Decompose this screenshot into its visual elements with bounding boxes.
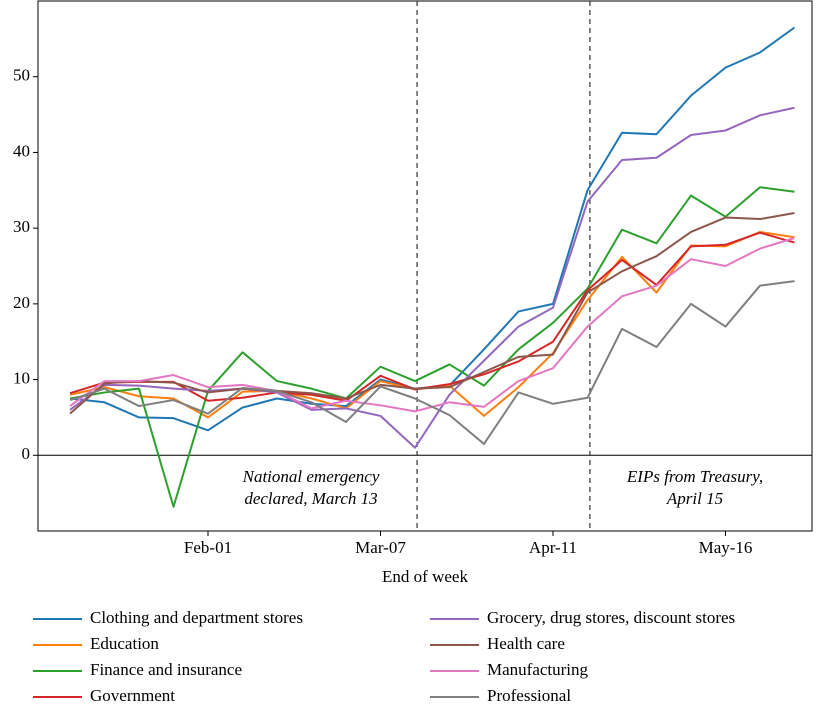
x-axis-label: End of week [382, 567, 468, 586]
legend-label: Clothing and department stores [90, 608, 303, 627]
legend-label: Education [90, 634, 159, 653]
series-line [69, 186, 795, 508]
y-tick-label: 50 [13, 66, 30, 85]
annotation: April 15 [666, 489, 723, 508]
series-line [69, 26, 796, 432]
plot-frame [37, 0, 813, 532]
legend-label: Manufacturing [487, 660, 589, 679]
y-tick-label: 20 [13, 293, 30, 312]
x-tick-label: Feb-01 [184, 538, 232, 557]
series-line [69, 280, 795, 445]
series-line [69, 231, 795, 402]
series-line [69, 212, 795, 415]
legend-label: Professional [487, 686, 571, 705]
y-tick-label: 40 [13, 141, 30, 160]
legend-label: Grocery, drug stores, discount stores [487, 608, 735, 627]
legend-label: Government [90, 686, 175, 705]
y-tick-label: 0 [22, 444, 31, 463]
annotation: EIPs from Treasury, [626, 467, 763, 486]
x-tick-label: Mar-07 [355, 538, 406, 557]
x-tick-label: Apr-11 [529, 538, 577, 557]
y-tick-label: 10 [13, 368, 30, 387]
legend-label: Health care [487, 634, 565, 653]
legend-label: Finance and insurance [90, 660, 242, 679]
x-tick-label: May-16 [699, 538, 753, 557]
series-line [69, 106, 795, 449]
annotation: declared, March 13 [244, 489, 377, 508]
annotation: National emergency [242, 467, 380, 486]
y-tick-label: 30 [13, 217, 30, 236]
